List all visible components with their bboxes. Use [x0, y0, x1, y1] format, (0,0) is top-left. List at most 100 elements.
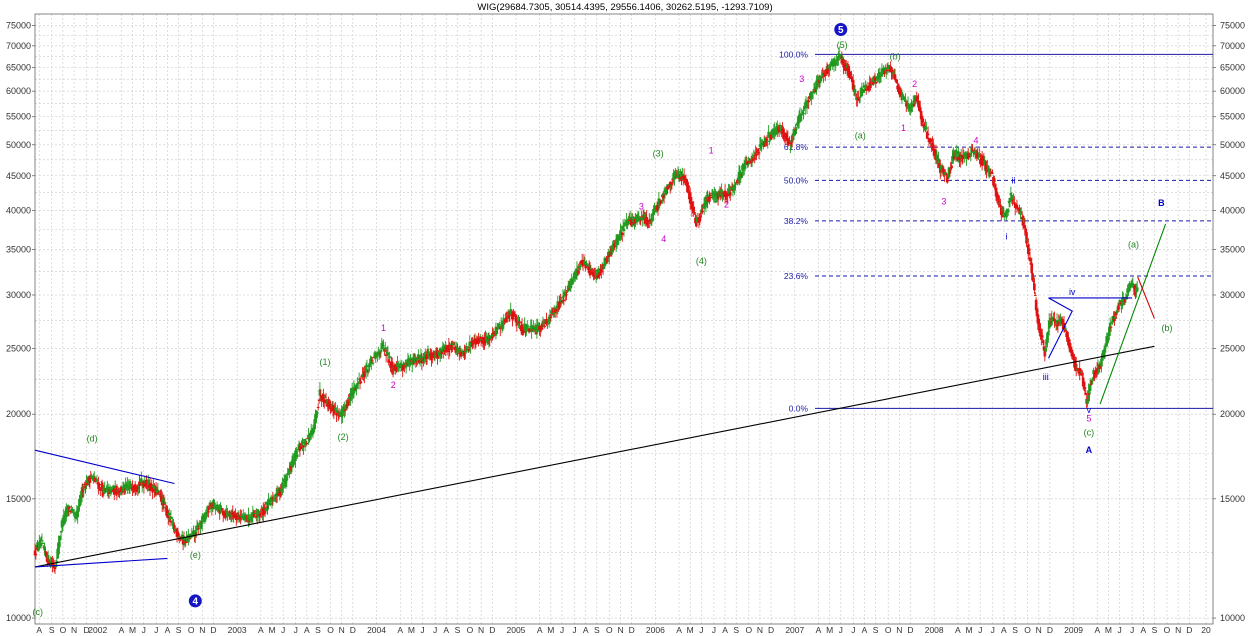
candle-body	[1082, 382, 1086, 387]
candle-body	[993, 178, 996, 183]
candle-body	[779, 129, 783, 131]
candle-body	[820, 76, 824, 78]
candle-body	[1063, 329, 1067, 332]
candle-body	[999, 208, 1003, 216]
candle-body	[604, 260, 608, 265]
candle-body	[531, 329, 534, 331]
candle-body	[153, 486, 157, 490]
candle-body	[316, 406, 320, 408]
candle-body	[1003, 214, 1007, 218]
y-tick-label-right: 75000	[1220, 21, 1245, 31]
candle-body	[1067, 339, 1071, 346]
candle-body	[825, 69, 829, 75]
candle-body	[202, 516, 206, 518]
candle-body	[384, 354, 388, 356]
x-tick-label: N	[478, 625, 484, 635]
candle-body	[1037, 318, 1041, 327]
candle-body	[547, 316, 551, 322]
candle-body	[613, 245, 617, 248]
candle-body	[720, 189, 723, 197]
candle-body	[457, 347, 460, 352]
candle-body	[917, 100, 920, 108]
candle-body	[916, 96, 919, 98]
y-tick-label-right: 60000	[1220, 86, 1245, 96]
candle-body	[711, 192, 715, 196]
candle-body	[1093, 373, 1096, 379]
candle-body	[605, 258, 608, 261]
candle-body	[498, 328, 502, 330]
candle-body	[932, 149, 936, 156]
candle-body	[765, 139, 769, 141]
candle-body	[723, 190, 727, 197]
candle-body	[1022, 219, 1026, 222]
candle-body	[826, 70, 830, 72]
candle-body	[424, 354, 427, 357]
x-tick-label: S	[1152, 625, 1158, 635]
candle-body	[492, 332, 496, 335]
candle-body	[570, 278, 574, 283]
candle-body	[418, 358, 422, 360]
candle-body	[248, 521, 251, 523]
candle-body	[1033, 283, 1036, 291]
candle-body	[729, 187, 733, 189]
candle-body	[1089, 383, 1093, 385]
candle-body	[912, 104, 916, 106]
x-tick-label: O	[327, 625, 334, 635]
candle-body	[252, 514, 255, 516]
candle-body	[1055, 320, 1059, 323]
candle-body	[852, 84, 856, 92]
plot-frame	[34, 13, 1214, 625]
candle-body	[413, 357, 417, 363]
candle-body	[440, 350, 444, 355]
candle-body	[969, 152, 973, 156]
candle-body	[205, 515, 208, 517]
candle-body	[199, 523, 202, 528]
candle-body	[623, 225, 627, 227]
candle-body	[908, 105, 912, 109]
candle-body	[1023, 225, 1027, 229]
candle-body	[112, 488, 116, 495]
candle-body	[807, 100, 811, 103]
candle-body	[1106, 338, 1109, 343]
fib-level-label: 0.0%	[789, 403, 809, 413]
candle-body	[1004, 212, 1007, 215]
y-tick-label-right: 45000	[1220, 171, 1245, 181]
candle-body	[439, 353, 443, 356]
candle-body	[406, 358, 410, 365]
candle-body	[903, 97, 906, 99]
candle-body	[109, 488, 113, 494]
candle-body	[372, 356, 376, 358]
candle-body	[1101, 357, 1104, 360]
y-tick-label-right: 65000	[1220, 63, 1245, 73]
candle-body	[738, 170, 742, 178]
candle-body	[360, 375, 364, 377]
y-tick-label-left: 65000	[6, 63, 31, 73]
x-tick-label: M	[129, 625, 136, 635]
candle-body	[754, 151, 757, 154]
candle-body	[578, 265, 581, 268]
candle-body	[607, 251, 610, 258]
candle-body	[632, 222, 635, 225]
candle-body	[517, 319, 520, 322]
candle-body	[148, 483, 152, 491]
candle-body	[236, 512, 240, 515]
candle-body	[342, 406, 345, 410]
candle-body	[330, 403, 334, 408]
candle-body	[400, 363, 404, 367]
candle-body	[585, 263, 588, 265]
candle-body	[471, 340, 475, 345]
candle-body	[664, 192, 668, 195]
x-tick-label: M	[408, 625, 415, 635]
y-tick-label-left: 20000	[6, 409, 31, 419]
candle-body	[1064, 328, 1068, 330]
candle-body	[950, 165, 953, 169]
candle-body	[709, 196, 713, 199]
candle-body	[792, 129, 796, 137]
candle-body	[1080, 371, 1083, 374]
candle-body	[483, 338, 486, 345]
candle-body	[65, 508, 68, 517]
wave-label: 4	[973, 136, 978, 146]
x-tick-label: O	[467, 625, 474, 635]
candle-body	[663, 188, 667, 193]
